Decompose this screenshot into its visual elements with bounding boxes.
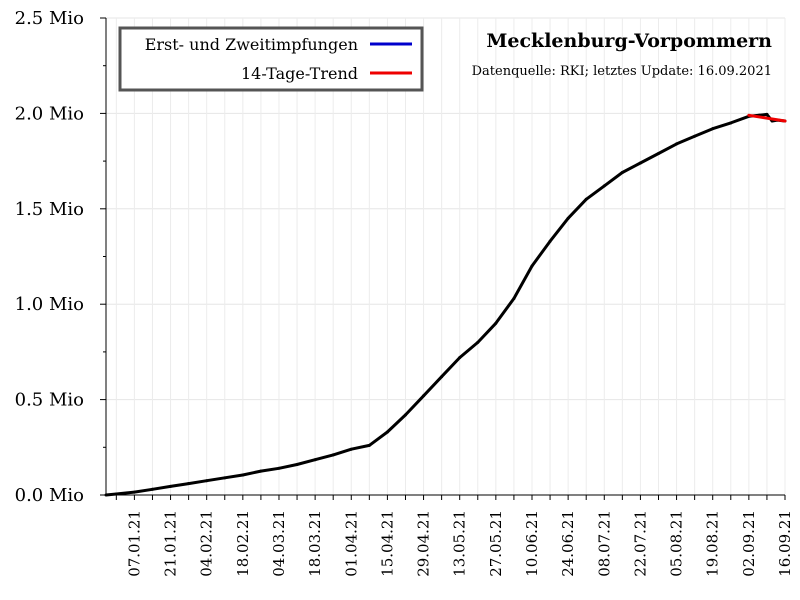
x-tick-label: 29.04.21 xyxy=(415,510,433,577)
series-1-point xyxy=(259,469,263,473)
series-1-point xyxy=(331,453,335,457)
series-1-point xyxy=(169,484,173,488)
x-tick-label: 13.05.21 xyxy=(451,510,469,577)
series-1-point xyxy=(638,161,642,165)
series-2-point xyxy=(783,119,787,123)
series-lines xyxy=(104,112,787,497)
series-1-point xyxy=(241,473,245,477)
series-1-point xyxy=(385,430,389,434)
series-1-point xyxy=(675,142,679,146)
x-tick-label: 18.02.21 xyxy=(234,510,252,577)
series-1-point xyxy=(566,216,570,220)
grid xyxy=(106,17,786,496)
series-1-point xyxy=(104,493,108,497)
series-1-point xyxy=(620,171,624,175)
legend-label-series-2: 14-Tage-Trend xyxy=(241,64,358,83)
series-1-point xyxy=(711,127,715,131)
y-axis-ticks: 0.0 Mio 0.5 Mio 1.0 Mio 1.5 Mio 2.0 Mio 2.5 M… xyxy=(15,8,106,506)
series-1-point xyxy=(422,394,426,398)
series-line-1 xyxy=(105,112,786,497)
y-tick-label: 2.0 Mio xyxy=(15,103,84,124)
series-1-point xyxy=(295,462,299,466)
x-tick-label: 01.04.21 xyxy=(342,510,360,577)
y-tick-label: 2.5 Mio xyxy=(15,8,84,29)
chart-subtitle: Datenquelle: RKI; letztes Update: 16.09.… xyxy=(472,64,772,79)
series-1-point xyxy=(403,413,407,417)
series-1-point xyxy=(476,340,480,344)
series-1-point xyxy=(458,356,462,360)
series-1-point xyxy=(187,482,191,486)
series-1-point xyxy=(313,458,317,462)
series-1-point xyxy=(548,239,552,243)
x-tick-label: 24.06.21 xyxy=(559,510,577,577)
x-tick-label: 08.07.21 xyxy=(595,510,613,577)
x-tick-label: 04.03.21 xyxy=(270,510,288,577)
series-1-point xyxy=(114,492,118,496)
x-tick-label: 02.09.21 xyxy=(740,510,758,577)
legend: Erst- und Zweitimpfungen 14-Tage-Trend xyxy=(118,26,424,92)
x-tick-label: 07.01.21 xyxy=(125,510,143,577)
series-line-2 xyxy=(748,113,786,123)
series-1-point xyxy=(150,487,154,491)
series-1-point xyxy=(765,112,769,116)
series-1-point xyxy=(530,264,534,268)
x-tick-label: 19.08.21 xyxy=(704,510,722,577)
series-1-point xyxy=(494,321,498,325)
series-1-point xyxy=(512,296,516,300)
x-axis-ticks: 07.01.21 21.01.21 04.02.21 18.02.21 04.03.21… xyxy=(115,495,794,577)
series-2-point xyxy=(747,113,751,117)
series-1-point xyxy=(349,447,353,451)
x-tick-label: 27.05.21 xyxy=(487,510,505,577)
x-tick-label: 16.09.21 xyxy=(776,510,794,577)
x-tick-label: 10.06.21 xyxy=(523,510,541,577)
x-tick-label: 21.01.21 xyxy=(162,510,180,577)
x-tick-label: 15.04.21 xyxy=(378,510,396,577)
series-1-point xyxy=(656,151,660,155)
x-tick-label: 05.08.21 xyxy=(668,510,686,577)
series-1-point xyxy=(693,134,697,138)
x-tick-label: 18.03.21 xyxy=(306,510,324,577)
series-1-point xyxy=(277,466,281,470)
series-1-point xyxy=(223,476,227,480)
y-tick-label: 0.5 Mio xyxy=(15,390,84,411)
series-1-point xyxy=(729,121,733,125)
legend-label-series-1: Erst- und Zweitimpfungen xyxy=(145,35,358,54)
series-1-point xyxy=(132,490,136,494)
chart-title: Mecklenburg-Vorpommern xyxy=(486,30,772,52)
series-1-point xyxy=(205,479,209,483)
y-tick-label: 1.5 Mio xyxy=(15,199,84,220)
x-tick-label: 22.07.21 xyxy=(631,510,649,577)
series-1-point xyxy=(367,443,371,447)
series-1-point xyxy=(440,375,444,379)
y-tick-label: 0.0 Mio xyxy=(15,485,84,506)
y-tick-label: 1.0 Mio xyxy=(15,294,84,315)
x-tick-label: 04.02.21 xyxy=(198,510,216,577)
series-1-point xyxy=(584,197,588,201)
series-1-point xyxy=(602,184,606,188)
legend-box xyxy=(118,26,424,92)
